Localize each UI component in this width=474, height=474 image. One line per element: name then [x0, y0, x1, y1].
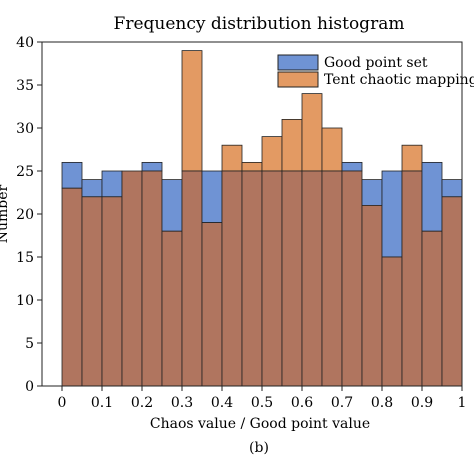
y-axis-label: Number [0, 184, 11, 243]
bar-good-point-set [101, 170, 123, 198]
bar-overlap [421, 230, 443, 387]
bar-tent-chaotic-mapping [301, 93, 323, 172]
chart-title: Frequency distribution histogram [114, 14, 405, 34]
y-tick-label: 35 [16, 78, 34, 94]
bar-tent-chaotic-mapping [221, 144, 243, 172]
legend: Good point set Tent chaotic mapping [277, 54, 474, 88]
bar-overlap [61, 187, 83, 387]
bar-overlap [341, 170, 363, 387]
bar-overlap [121, 170, 143, 387]
x-tick-label: 0.4 [211, 395, 233, 411]
legend-swatch-tent-chaotic-mapping [277, 71, 319, 88]
y-axis-ticks: 0 5 10 15 20 25 30 35 40 [16, 35, 42, 395]
bar-tent-chaotic-mapping [261, 136, 283, 172]
x-tick-label: 0.8 [371, 395, 393, 411]
x-tick-label: 0.5 [251, 395, 273, 411]
x-tick-label: 0 [58, 395, 67, 411]
bar-overlap [261, 170, 283, 387]
y-tick-label: 10 [16, 293, 34, 309]
x-tick-label: 0.6 [291, 395, 313, 411]
x-axis-label: Chaos value / Good point value [150, 416, 370, 432]
bar-tent-chaotic-mapping [281, 119, 303, 172]
x-tick-label: 1 [458, 395, 467, 411]
y-tick-label: 15 [16, 250, 34, 266]
bar-overlap [201, 222, 223, 387]
bar-good-point-set [441, 179, 463, 198]
bar-good-point-set [421, 161, 443, 232]
bars-layer [61, 50, 463, 387]
legend-label-good-point-set: Good point set [324, 55, 428, 71]
bar-good-point-set [61, 161, 83, 189]
bar-overlap [241, 170, 263, 387]
bar-overlap [381, 256, 403, 387]
bar-good-point-set [81, 179, 103, 198]
bar-good-point-set [161, 179, 183, 232]
bar-overlap [321, 170, 343, 387]
y-tick-label: 30 [16, 121, 34, 137]
bar-tent-chaotic-mapping [241, 161, 263, 172]
y-tick-label: 20 [16, 207, 34, 223]
bar-overlap [401, 170, 423, 387]
bar-overlap [221, 170, 243, 387]
bar-overlap [141, 170, 163, 387]
bar-good-point-set [141, 161, 163, 172]
bar-overlap [101, 196, 123, 387]
x-tick-label: 0.9 [411, 395, 433, 411]
bar-tent-chaotic-mapping [401, 144, 423, 172]
bar-tent-chaotic-mapping [321, 127, 343, 172]
x-tick-label: 0.2 [131, 395, 153, 411]
bar-good-point-set [341, 161, 363, 172]
y-tick-label: 25 [16, 164, 34, 180]
bar-good-point-set [381, 170, 403, 258]
bar-overlap [161, 230, 183, 387]
legend-swatch-good-point-set [277, 54, 319, 71]
bar-overlap [81, 196, 103, 387]
y-tick-label: 40 [16, 35, 34, 51]
legend-label-tent-chaotic-mapping: Tent chaotic mapping [324, 72, 474, 88]
bar-good-point-set [361, 179, 383, 206]
bar-overlap [281, 170, 303, 387]
y-tick-label: 5 [25, 336, 34, 352]
bar-overlap [301, 170, 323, 387]
bar-overlap [181, 170, 203, 387]
x-tick-label: 0.7 [331, 395, 353, 411]
bar-overlap [441, 196, 463, 387]
figure-caption: (b) [249, 440, 269, 456]
x-axis-ticks: 0 0.1 0.2 0.3 0.4 0.5 0.6 0.7 0.8 0.9 1 [58, 386, 467, 411]
x-tick-label: 0.1 [91, 395, 113, 411]
x-tick-label: 0.3 [171, 395, 193, 411]
y-tick-label: 0 [25, 379, 34, 395]
bar-good-point-set [201, 170, 223, 223]
bar-tent-chaotic-mapping [181, 50, 203, 172]
bar-overlap [361, 204, 383, 387]
